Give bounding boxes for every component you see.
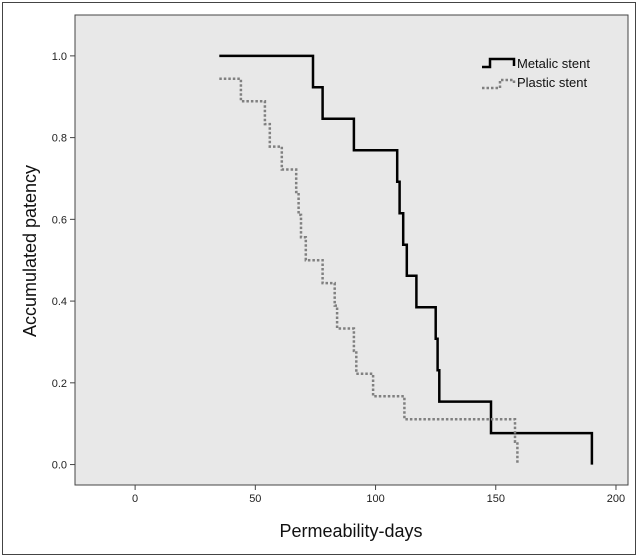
plot-area (74, 14, 629, 486)
y-tick-label: 0.2 (52, 378, 67, 390)
legend-metalic-label: Metalic stent (517, 56, 590, 71)
legend: Metalic stent Plastic stent (482, 56, 590, 90)
y-axis-title: Accumulated patency (20, 165, 40, 337)
x-tick-label: 50 (249, 493, 261, 505)
x-axis-title: Permeability-days (279, 521, 422, 541)
y-tick-label: 0.0 (52, 460, 67, 472)
legend-plastic-swatch (482, 78, 516, 90)
y-tick-label: 0.6 (52, 214, 67, 226)
x-tick-label: 0 (132, 493, 138, 505)
series-line-plastic-stent (219, 77, 519, 465)
x-tick-label: 100 (366, 493, 384, 505)
legend-plastic-label: Plastic stent (517, 75, 587, 90)
y-tick-label: 1.0 (52, 51, 67, 63)
x-tick-label: 150 (487, 493, 505, 505)
series-line-metalic-stent (219, 54, 594, 465)
legend-metalic-swatch (482, 57, 516, 69)
y-tick-label: 0.4 (52, 296, 67, 308)
axis-ticks: 0 50 100 150 200 0.0 0.2 0.4 0.6 0.8 1.0 (52, 51, 625, 505)
y-tick-label: 0.8 (52, 133, 67, 145)
x-tick-label: 200 (607, 493, 625, 505)
series-layer (219, 54, 594, 465)
